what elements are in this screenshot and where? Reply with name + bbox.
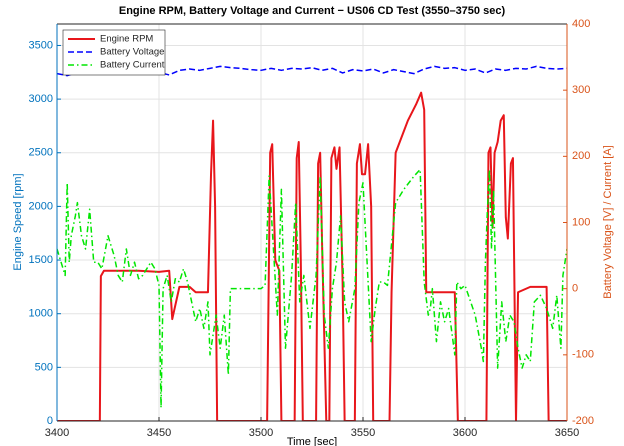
y-tick-label: 2000 <box>29 200 53 212</box>
x-tick-label: 3400 <box>45 427 69 439</box>
x-tick-label: 3550 <box>351 427 375 439</box>
legend-label: Battery Voltage <box>100 47 164 58</box>
y2-tick-label: 200 <box>572 150 590 162</box>
y2-axis-label: Battery Voltage [V] / Current [A] <box>602 145 614 298</box>
x-tick-label: 3500 <box>249 427 273 439</box>
plot-area <box>57 24 567 421</box>
y2-tick-label: -100 <box>572 349 594 361</box>
y2-tick-label: -200 <box>572 415 594 427</box>
legend-label: Engine RPM <box>100 34 153 45</box>
y2-tick-label: 100 <box>572 216 590 228</box>
series-line <box>57 168 567 409</box>
x-tick-label: 3600 <box>453 427 477 439</box>
series-line <box>57 91 567 421</box>
y-tick-label: 1000 <box>29 308 53 320</box>
y-tick-label: 0 <box>47 415 53 427</box>
y2-tick-label: 0 <box>572 283 578 295</box>
chart-title: Engine RPM, Battery Voltage and Current … <box>119 5 506 17</box>
x-axis-label: Time [sec] <box>287 436 337 446</box>
y-axis-label: Engine Speed [rpm] <box>12 173 24 270</box>
x-tick-label: 3650 <box>555 427 579 439</box>
y-tick-label: 500 <box>35 361 53 373</box>
legend-label: Battery Current <box>100 60 165 71</box>
y-tick-label: 1500 <box>29 254 53 266</box>
y-tick-label: 2500 <box>29 147 53 159</box>
y2-tick-label: 400 <box>572 18 590 30</box>
y-tick-label: 3500 <box>29 39 53 51</box>
y2-tick-label: 300 <box>572 84 590 96</box>
y-tick-label: 3000 <box>29 93 53 105</box>
x-tick-label: 3450 <box>147 427 171 439</box>
